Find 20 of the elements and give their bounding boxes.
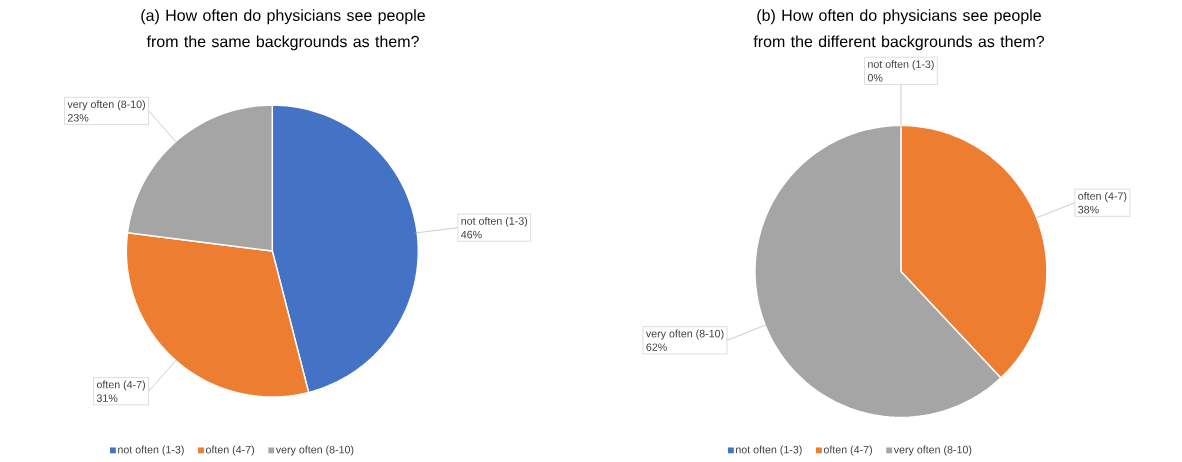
legend-label: very often (8-10) — [275, 445, 354, 456]
legend-label: often (4-7) — [205, 445, 255, 456]
data-label: 23% — [67, 113, 89, 122]
chart-title: (a) How often do physicians see people from the same backgrounds as them? — [141, 9, 425, 51]
slice-label: very often (8-10) — [67, 100, 145, 111]
legend-label: not often (1-3) — [736, 445, 802, 456]
data-label: 46% — [461, 230, 482, 239]
text: 0% — [867, 73, 883, 82]
data-label: 31% — [96, 394, 118, 402]
legend-label: very often (8-10) — [893, 445, 972, 456]
slice-label: often (4-7) — [1078, 191, 1127, 202]
slice-label: often (4-7) — [96, 380, 145, 391]
slice-label: not often (1-3) — [461, 216, 528, 227]
chart-title: (b) How often do physicians see people from the different backgrounds as them? — [753, 9, 1045, 51]
data-label: 38% — [1078, 205, 1099, 214]
legend-label: often (4-7) — [823, 445, 872, 456]
category-label: not often (1-3) — [868, 60, 934, 70]
data-label: 62% — [646, 343, 667, 351]
slice-label: very often (8-10) — [645, 329, 724, 340]
legend-label: not often (1-3) — [118, 445, 184, 456]
